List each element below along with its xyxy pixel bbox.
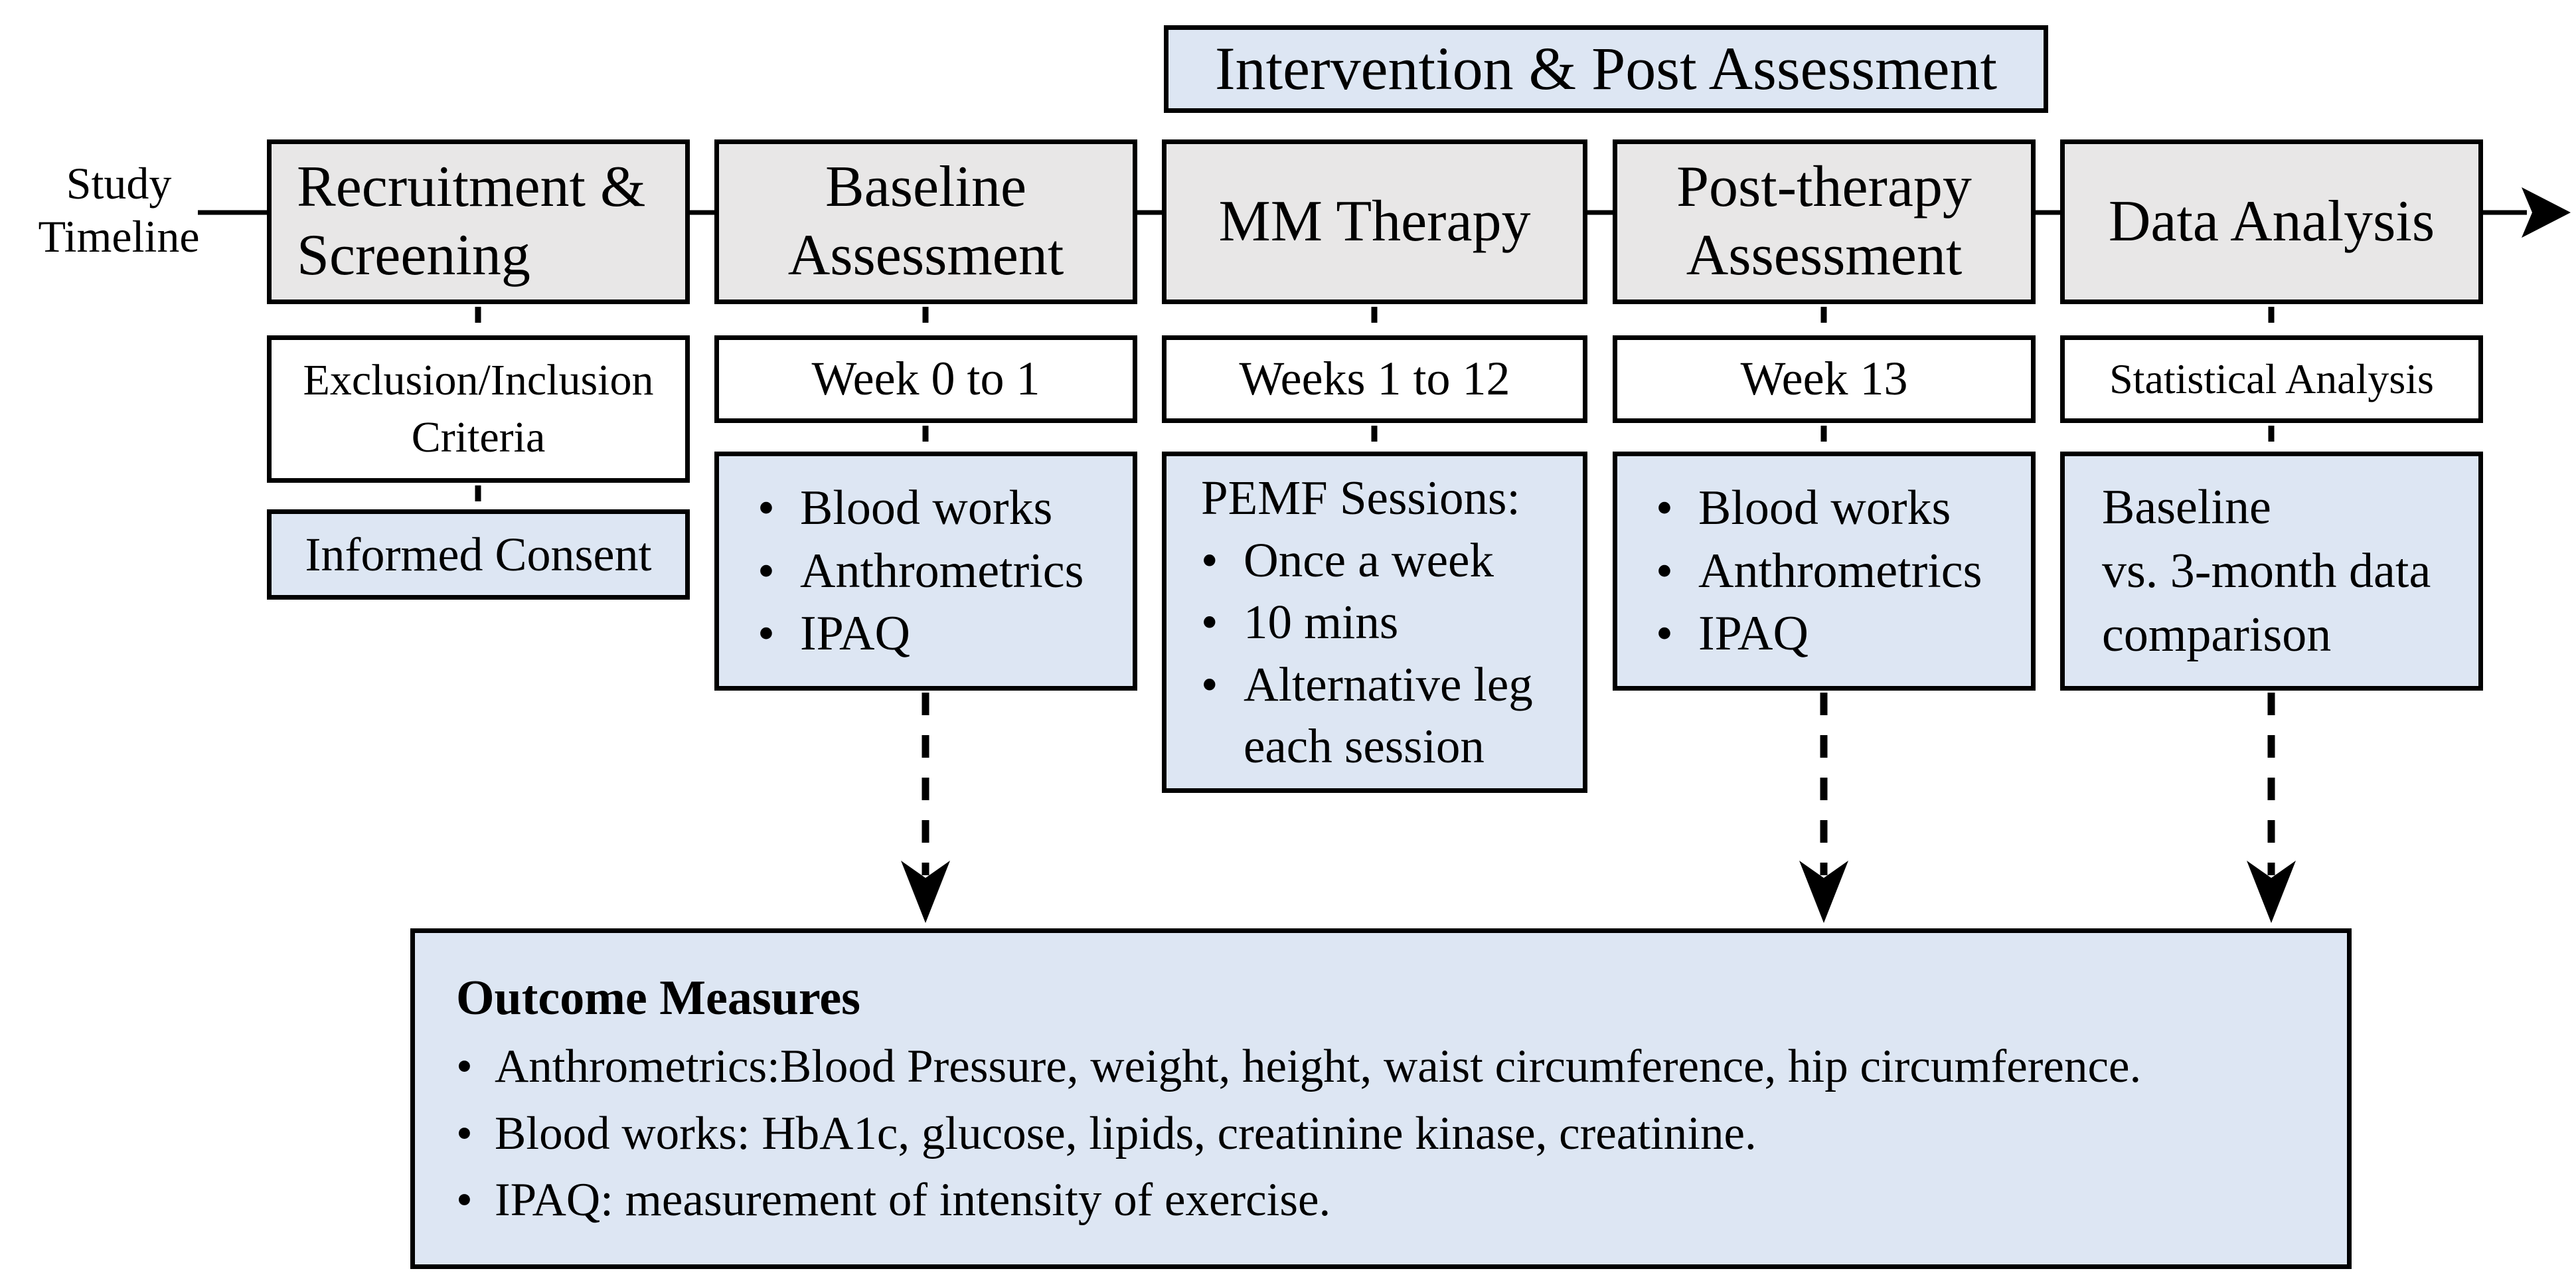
- sub-box-exclusion-inclusion-criteria: Exclusion/Inclusion Criteria: [267, 335, 690, 483]
- list-item: • Anthrometrics: [758, 540, 1129, 603]
- bullet-icon: •: [1656, 543, 1673, 598]
- detail-box-baseline-comparison: Baseline vs. 3-month data comparison: [2060, 452, 2483, 691]
- stage-box-baseline-assessment: Baseline Assessment: [714, 139, 1137, 304]
- list-item-label: Anthrometrics: [1698, 543, 1982, 598]
- list-item-label: Anthrometrics:Blood Pressure, weight, he…: [495, 1040, 2142, 1092]
- timeline-arrowhead-icon: [2522, 187, 2571, 238]
- bullet-icon: •: [456, 1107, 473, 1159]
- list-item-label: Blood works: [1698, 480, 1951, 535]
- list-item-label: IPAQ: [800, 606, 910, 661]
- bullet-icon: •: [1201, 533, 1218, 587]
- outcome-measures-box: Outcome Measures • Anthrometrics:Blood P…: [410, 928, 2352, 1269]
- sub-box-weeks-1-to-12: Weeks 1 to 12: [1162, 335, 1587, 423]
- bullet-icon: •: [1656, 480, 1673, 535]
- list-item: • 10 mins: [1201, 591, 1580, 653]
- detail-box-pemf-sessions: PEMF Sessions: • Once a week • 10 mins •…: [1162, 452, 1587, 793]
- outcome-arrowhead-data-analysis-icon: [2247, 861, 2296, 923]
- stage-box-recruitment-screening: Recruitment & Screening: [267, 139, 690, 304]
- list-item: • Anthrometrics: [1656, 540, 2027, 603]
- sub-box-week-13: Week 13: [1613, 335, 2036, 423]
- detail-box-informed-consent: Informed Consent: [267, 509, 690, 600]
- list-item: • IPAQ: measurement of intensity of exer…: [456, 1167, 2320, 1234]
- list-item: • Blood works: [758, 477, 1129, 540]
- intervention-post-assessment-banner: Intervention & Post Assessment: [1164, 25, 2048, 113]
- list-item-label: IPAQ: measurement of intensity of exerci…: [495, 1174, 1331, 1227]
- study-timeline-label: Study Timeline: [38, 158, 200, 262]
- list-item: • Alternative leg each session: [1201, 653, 1580, 778]
- list-item-label: Once a week: [1244, 533, 1494, 587]
- list-item-label: Alternative leg each session: [1244, 657, 1533, 774]
- bullet-icon: •: [1201, 595, 1218, 649]
- bullet-icon: •: [758, 480, 775, 535]
- pemf-sessions-heading: PEMF Sessions:: [1201, 471, 1520, 525]
- list-item-label: IPAQ: [1698, 606, 1809, 661]
- stage-box-data-analysis: Data Analysis: [2060, 139, 2483, 304]
- list-item: • Blood works: [1656, 477, 2027, 540]
- bullet-icon: •: [758, 606, 775, 661]
- outcome-arrowhead-post-therapy-icon: [1799, 861, 1848, 923]
- list-item: • IPAQ: [1656, 602, 2027, 665]
- sub-box-week-0-to-1: Week 0 to 1: [714, 335, 1137, 423]
- stage-box-post-therapy-assessment: Post-therapy Assessment: [1613, 139, 2036, 304]
- bullet-icon: •: [758, 543, 775, 598]
- outcome-arrowhead-baseline-icon: [901, 861, 950, 923]
- bullet-icon: •: [1201, 657, 1218, 711]
- list-item-label: Blood works: [800, 480, 1053, 535]
- outcome-measures-heading: Outcome Measures: [456, 970, 860, 1025]
- bullet-icon: •: [1656, 606, 1673, 661]
- list-item-label: 10 mins: [1244, 595, 1399, 649]
- bullet-icon: •: [456, 1040, 473, 1092]
- list-item-label: Blood works: HbA1c, glucose, lipids, cre…: [495, 1107, 1757, 1159]
- list-item-label: Anthrometrics: [800, 543, 1084, 598]
- bullet-icon: •: [456, 1174, 473, 1227]
- stage-box-mm-therapy: MM Therapy: [1162, 139, 1587, 304]
- list-item: • Once a week: [1201, 529, 1580, 591]
- list-item: • Blood works: HbA1c, glucose, lipids, c…: [456, 1100, 2320, 1167]
- detail-box-baseline-measures: • Blood works • Anthrometrics • IPAQ: [714, 452, 1137, 691]
- list-item: • Anthrometrics:Blood Pressure, weight, …: [456, 1033, 2320, 1100]
- sub-box-statistical-analysis: Statistical Analysis: [2060, 335, 2483, 423]
- detail-box-post-therapy-measures: • Blood works • Anthrometrics • IPAQ: [1613, 452, 2036, 691]
- list-item: • IPAQ: [758, 602, 1129, 665]
